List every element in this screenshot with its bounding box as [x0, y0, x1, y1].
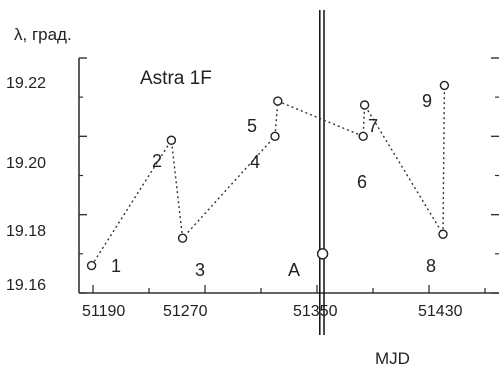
data-point: [270, 131, 280, 142]
x-tick-label: 51430: [418, 303, 463, 320]
y-axis-label: λ, град.: [14, 25, 72, 44]
data-point: [438, 229, 448, 239]
point-label: 7: [368, 116, 378, 136]
y-tick-label: 19.20: [6, 155, 46, 172]
y-tick-label: 19.18: [6, 223, 46, 240]
x-axis-label: MJD: [375, 349, 410, 368]
point-label: 3: [195, 260, 205, 280]
point-label: 4: [250, 152, 260, 172]
data-point: [316, 248, 329, 260]
point-label: 9: [422, 91, 432, 111]
chart-title: Astra 1F: [140, 68, 212, 89]
data-point: [166, 135, 177, 145]
y-tick-label: 19.22: [6, 75, 46, 92]
point-label: 1: [111, 256, 121, 276]
data-point: [439, 80, 450, 91]
x-tick-label: 51270: [163, 303, 208, 320]
data-point: [273, 96, 283, 106]
point-label: A: [288, 260, 300, 280]
data-point: [359, 100, 370, 110]
x-tick-label: 51350: [293, 303, 338, 320]
y-tick-label: 19.16: [6, 277, 46, 294]
data-point: [358, 131, 368, 142]
point-label: 6: [357, 172, 367, 192]
data-point: [86, 260, 97, 271]
point-label: 8: [426, 256, 436, 276]
data-point: [177, 233, 188, 243]
x-tick-label: 51190: [82, 303, 125, 320]
point-label: 2: [152, 151, 162, 171]
dotted-series-line: [91, 85, 446, 266]
point-label: 5: [247, 116, 257, 136]
